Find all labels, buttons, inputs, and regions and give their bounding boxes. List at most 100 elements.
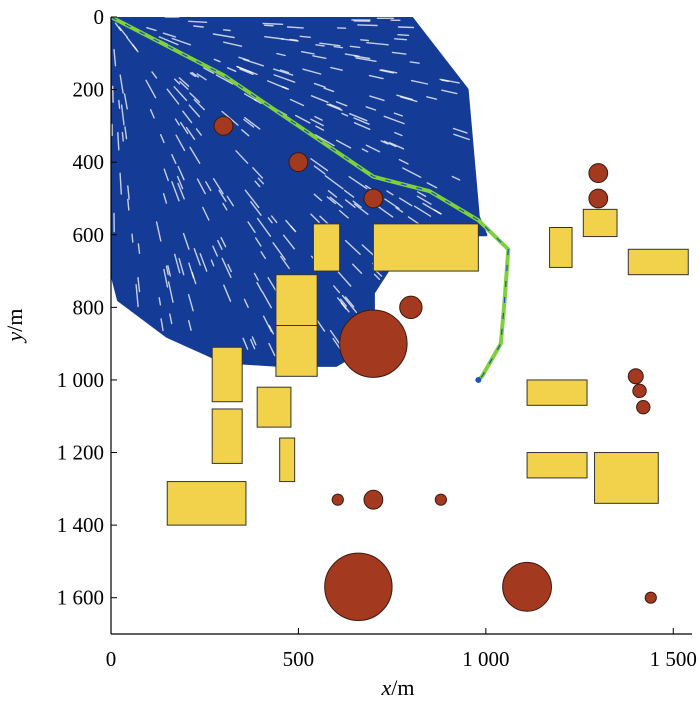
texture-streak — [254, 237, 262, 247]
texture-streak — [262, 315, 273, 333]
texture-streak — [124, 126, 128, 140]
texture-streak — [323, 87, 335, 93]
texture-streak — [193, 25, 204, 28]
y-tick-label: 1 400 — [57, 513, 104, 537]
texture-streak — [398, 158, 409, 165]
texture-streak — [243, 298, 249, 308]
texture-streak — [137, 243, 141, 255]
texture-streak — [335, 101, 348, 107]
texture-streak — [169, 313, 173, 325]
texture-streak — [212, 33, 235, 39]
texture-streak — [212, 245, 219, 257]
texture-streak — [426, 96, 438, 100]
texture-streak — [366, 42, 389, 46]
texture-streak — [326, 103, 343, 111]
texture-streak — [341, 112, 349, 117]
texture-streak — [340, 298, 347, 307]
texture-streak — [249, 338, 256, 350]
texture-streak — [118, 99, 121, 110]
texture-streak — [286, 26, 304, 29]
texture-streak — [314, 134, 335, 147]
rect-obstacle — [526, 379, 588, 406]
texture-streak — [355, 57, 377, 62]
texture-streak — [384, 198, 400, 210]
texture-streak — [357, 24, 378, 27]
texture-streak — [279, 69, 290, 74]
x-axis-slash: / — [391, 675, 398, 700]
texture-streak — [127, 185, 130, 200]
y-axis-unit: m — [2, 308, 27, 325]
x-axis-unit: m — [397, 675, 414, 700]
texture-streak — [131, 233, 134, 243]
texture-streak — [441, 89, 458, 95]
texture-streak — [402, 167, 422, 178]
texture-streak — [121, 131, 124, 142]
texture-streak — [212, 177, 224, 195]
rect-obstacle — [526, 452, 588, 479]
texture-streak — [280, 255, 290, 270]
texture-streak — [196, 178, 206, 195]
texture-streak — [193, 247, 201, 266]
texture-streak — [173, 253, 181, 274]
rect-obstacle — [166, 481, 247, 526]
y-tick-label: 200 — [73, 78, 105, 102]
texture-streak — [222, 41, 243, 47]
texture-streak — [173, 86, 188, 102]
texture-streak — [352, 200, 362, 209]
texture-streak — [313, 193, 323, 202]
circle-obstacle — [636, 399, 651, 415]
texture-streak — [177, 165, 185, 181]
texture-streak — [241, 129, 250, 137]
texture-streak — [185, 126, 196, 141]
texture-streak — [416, 191, 427, 198]
texture-streak — [267, 217, 273, 224]
texture-streak — [171, 153, 177, 165]
texture-streak — [261, 291, 272, 309]
y-tick-label: 800 — [73, 295, 105, 319]
circle-obstacle — [632, 383, 647, 399]
texture-streak — [383, 140, 397, 148]
texture-streak — [119, 172, 123, 195]
texture-streak — [344, 199, 356, 208]
texture-streak — [380, 140, 389, 145]
texture-streak — [267, 80, 288, 90]
texture-streak — [113, 48, 117, 67]
texture-streak — [167, 265, 172, 277]
texture-streak — [203, 67, 215, 75]
texture-streak — [393, 112, 403, 117]
texture-streak — [210, 259, 215, 267]
texture-streak — [285, 219, 296, 232]
texture-streak — [273, 68, 294, 76]
texture-streak — [221, 110, 239, 126]
texture-streak — [120, 104, 125, 126]
circle-obstacle — [434, 493, 447, 506]
texture-streak — [310, 158, 329, 172]
texture-streak — [341, 294, 358, 313]
circle-obstacle — [213, 115, 234, 136]
texture-streak — [244, 189, 260, 209]
texture-streak — [326, 196, 336, 205]
rect-obstacle — [211, 346, 243, 403]
texture-streak — [202, 206, 210, 221]
texture-streak — [310, 213, 320, 223]
texture-streak — [453, 133, 470, 141]
texture-streak — [171, 37, 192, 46]
texture-streak — [126, 36, 139, 53]
texture-streak — [179, 121, 189, 135]
texture-streak — [179, 80, 189, 90]
texture-streak — [375, 204, 394, 218]
y-tick-label: 0 — [94, 5, 105, 29]
texture-streak — [222, 202, 228, 211]
rect-obstacle — [275, 325, 318, 377]
texture-streak — [135, 284, 139, 308]
texture-streak — [273, 74, 296, 83]
texture-streak — [397, 34, 410, 36]
y-tick-label: 1 000 — [57, 368, 104, 392]
texture-streak — [440, 79, 450, 83]
circle-obstacle — [502, 561, 552, 612]
texture-streak — [361, 148, 369, 153]
y-tick-label: 1 200 — [57, 441, 104, 465]
texture-streak — [310, 118, 324, 127]
texture-streak — [391, 51, 407, 55]
